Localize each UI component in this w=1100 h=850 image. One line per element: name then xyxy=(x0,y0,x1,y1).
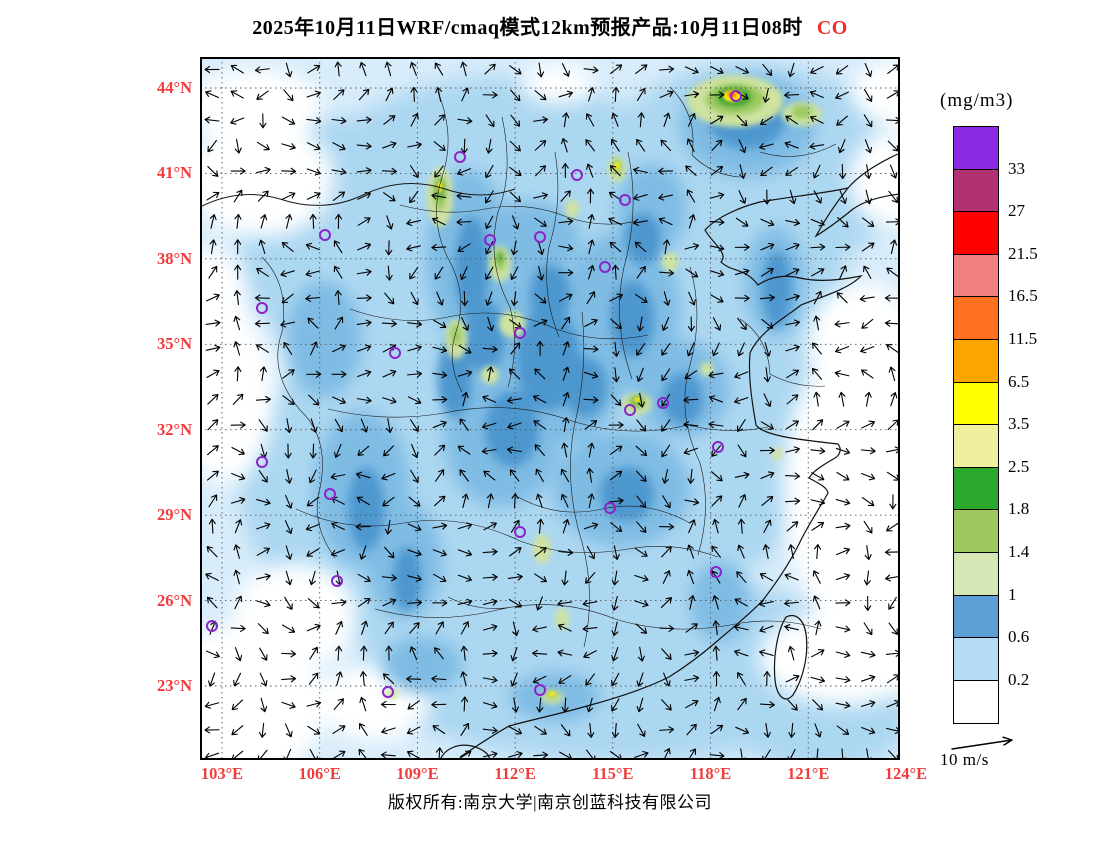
station-marker xyxy=(534,684,546,696)
copyright-footer: 版权所有:南京大学|南京创蓝科技有限公司 xyxy=(387,793,713,812)
map-borders xyxy=(200,86,900,760)
station-marker xyxy=(484,234,496,246)
station-marker xyxy=(514,327,526,339)
legend-tick-label: 3.5 xyxy=(1008,414,1030,434)
lon-label: 121°E xyxy=(787,764,830,783)
legend-color-box xyxy=(954,169,998,213)
province-boundaries xyxy=(261,86,837,648)
station-marker xyxy=(604,502,616,514)
legend-color-box xyxy=(954,127,998,170)
legend-color-box xyxy=(954,382,998,426)
station-marker xyxy=(657,397,669,409)
station-marker xyxy=(710,566,722,578)
page-title: 2025年10月11日WRF/cmaq模式12km预报产品:10月11日08时 C… xyxy=(20,11,1080,40)
station-marker xyxy=(382,686,394,698)
station-marker xyxy=(534,231,546,243)
lon-label: 115°E xyxy=(592,764,634,783)
legend-color-box xyxy=(954,510,998,553)
lat-label: 44°N xyxy=(156,78,192,97)
station-marker xyxy=(319,229,331,241)
legend-color-box xyxy=(954,339,998,383)
legend-tick-label: 2.5 xyxy=(1008,456,1030,476)
station-marker xyxy=(712,441,724,453)
legend-color-box xyxy=(954,680,998,724)
legend-tick-label: 0.6 xyxy=(1008,627,1030,647)
field-clear-areas xyxy=(200,60,900,760)
map-frame xyxy=(200,57,900,760)
legend-color-box xyxy=(954,467,998,511)
station-marker xyxy=(599,261,611,273)
station-marker xyxy=(331,575,343,587)
title-text: 2025年10月11日WRF/cmaq模式12km预报产品:10月11日08时 xyxy=(252,17,803,39)
lon-axis: 103°E 106°E 109°E 112°E 115°E 118°E 121°E 124°E xyxy=(200,764,927,788)
lon-label: 124°E xyxy=(884,764,928,783)
station-marker xyxy=(730,90,742,102)
station-marker xyxy=(324,488,336,500)
wind-scale-arrow-icon xyxy=(951,736,1013,750)
legend-tick-label: 27 xyxy=(1008,201,1025,221)
lat-axis: 44°N 41°N 38°N 35°N 32°N 29°N 26°N 23°N xyxy=(128,0,192,850)
legend-units: (mg/m3) xyxy=(940,90,1014,111)
station-marker xyxy=(256,302,268,314)
legend-tick-label: 16.5 xyxy=(1008,286,1038,306)
lon-label: 103°E xyxy=(200,764,244,783)
legend-color-box xyxy=(954,254,998,298)
station-marker xyxy=(514,526,526,538)
legend-labels: 33 27 21.5 16.5 11.5 6.5 3.5 2.5 1.8 1.4 1 0.6 0.2 xyxy=(1008,126,1083,726)
station-marker xyxy=(619,194,631,206)
legend-color-box xyxy=(954,425,998,468)
legend-tick-label: 21.5 xyxy=(1008,243,1038,263)
station-marker xyxy=(571,169,583,181)
lat-label: 41°N xyxy=(156,163,192,183)
lon-label: 112°E xyxy=(494,764,536,783)
station-marker xyxy=(389,347,401,359)
lat-label: 35°N xyxy=(156,334,192,354)
legend-tick-label: 1 xyxy=(1008,584,1017,604)
legend-color-box xyxy=(954,595,998,639)
legend-bar xyxy=(953,126,999,725)
lat-label: 26°N xyxy=(156,590,192,610)
legend-color-box xyxy=(954,638,998,681)
legend: (mg/m3) 33 27 21.5 16.5 11.5 6.5 3.5 2.5 1.8 1.4 1… xyxy=(938,90,1093,735)
wind-scale-label: 10 m/s xyxy=(940,750,989,769)
station-marker xyxy=(206,620,218,632)
station-marker xyxy=(256,456,268,468)
legend-tick-label: 1.4 xyxy=(1008,542,1030,561)
lon-label: 118°E xyxy=(689,764,732,783)
legend-color-box xyxy=(954,212,998,255)
legend-tick-label: 6.5 xyxy=(1008,371,1030,391)
forecast-map xyxy=(200,57,900,760)
wind-scale: 10 m/s xyxy=(938,734,1048,770)
coastline xyxy=(439,152,900,760)
map-canvas xyxy=(200,57,900,760)
station-marker xyxy=(454,151,466,163)
legend-tick-label: 11.5 xyxy=(1008,329,1038,348)
legend-tick-label: 1.8 xyxy=(1008,499,1030,519)
station-marker xyxy=(624,404,636,416)
lon-label: 109°E xyxy=(396,764,439,783)
title-species: CO xyxy=(816,17,848,39)
legend-tick-label: 0.2 xyxy=(1008,669,1030,689)
lon-label: 106°E xyxy=(298,764,341,783)
concentration-field xyxy=(200,57,900,760)
lat-label: 38°N xyxy=(156,248,192,268)
legend-color-box xyxy=(954,297,998,340)
lat-label: 23°N xyxy=(156,676,192,695)
lat-label: 32°N xyxy=(156,419,192,439)
legend-tick-label: 33 xyxy=(1008,158,1025,178)
station-markers xyxy=(206,90,742,698)
graticule xyxy=(200,57,900,760)
lat-label: 29°N xyxy=(156,505,192,525)
legend-color-box xyxy=(954,552,998,596)
